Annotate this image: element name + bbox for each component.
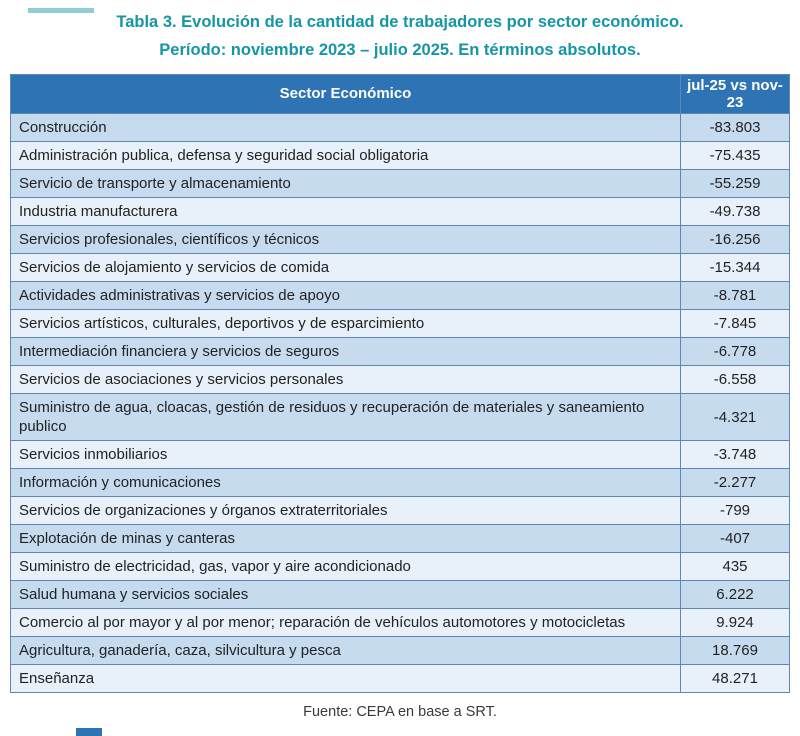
sector-cell: Servicios de asociaciones y servicios pe… <box>10 365 681 395</box>
value-cell: -4.321 <box>680 393 790 442</box>
value-cell: -6.558 <box>680 365 790 395</box>
sector-cell: Explotación de minas y canteras <box>10 524 681 554</box>
table-row: Intermediación financiera y servicios de… <box>10 337 790 367</box>
table-row: Servicio de transporte y almacenamiento … <box>10 169 790 199</box>
sector-cell: Administración publica, defensa y seguri… <box>10 141 681 171</box>
sector-cell: Servicios inmobiliarios <box>10 440 681 470</box>
sector-cell: Agricultura, ganadería, caza, silvicultu… <box>10 636 681 666</box>
title-line-2: Período: noviembre 2023 – julio 2025. En… <box>159 41 641 60</box>
sector-cell: Servicios profesionales, científicos y t… <box>10 225 681 255</box>
value-cell: 6.222 <box>680 580 790 610</box>
sector-cell: Suministro de agua, cloacas, gestión de … <box>10 393 681 442</box>
table-row: Enseñanza 48.271 <box>10 664 790 694</box>
table-row: Actividades administrativas y servicios … <box>10 281 790 311</box>
value-cell: -16.256 <box>680 225 790 255</box>
sector-cell: Industria manufacturera <box>10 197 681 227</box>
table-body: Construcción -83.803 Administración publ… <box>10 113 790 694</box>
workers-by-sector-table: Sector Económico jul-25 vs nov-23 Constr… <box>10 73 790 694</box>
table-row: Salud humana y servicios sociales 6.222 <box>10 580 790 610</box>
table-row: Agricultura, ganadería, caza, silvicultu… <box>10 636 790 666</box>
sector-cell: Servicio de transporte y almacenamiento <box>10 169 681 199</box>
value-cell: -55.259 <box>680 169 790 199</box>
sector-cell: Comercio al por mayor y al por menor; re… <box>10 608 681 638</box>
value-cell: -799 <box>680 496 790 526</box>
table-row: Industria manufacturera -49.738 <box>10 197 790 227</box>
table-header-row: Sector Económico jul-25 vs nov-23 <box>10 73 790 115</box>
value-cell: -49.738 <box>680 197 790 227</box>
table-row: Servicios profesionales, científicos y t… <box>10 225 790 255</box>
table-row: Comercio al por mayor y al por menor; re… <box>10 608 790 638</box>
source-note: Fuente: CEPA en base a SRT. <box>303 704 497 721</box>
value-cell: -83.803 <box>680 113 790 143</box>
title-line-1: Tabla 3. Evolución de la cantidad de tra… <box>116 13 684 31</box>
sector-cell: Suministro de electricidad, gas, vapor y… <box>10 552 681 582</box>
sector-cell: Servicios artísticos, culturales, deport… <box>10 309 681 339</box>
table-title: Tabla 3. Evolución de la cantidad de tra… <box>20 8 780 65</box>
value-cell: -75.435 <box>680 141 790 171</box>
table-row: Servicios inmobiliarios -3.748 <box>10 440 790 470</box>
page-bottom-artifact <box>76 728 102 736</box>
value-cell: 435 <box>680 552 790 582</box>
sector-cell: Información y comunicaciones <box>10 468 681 498</box>
sector-cell: Intermediación financiera y servicios de… <box>10 337 681 367</box>
table-row: Explotación de minas y canteras -407 <box>10 524 790 554</box>
sector-cell: Salud humana y servicios sociales <box>10 580 681 610</box>
value-cell: -7.845 <box>680 309 790 339</box>
report-page: Tabla 3. Evolución de la cantidad de tra… <box>0 8 800 736</box>
value-cell: 9.924 <box>680 608 790 638</box>
table-row: Suministro de agua, cloacas, gestión de … <box>10 393 790 442</box>
sector-cell: Servicios de organizaciones y órganos ex… <box>10 496 681 526</box>
sector-cell: Actividades administrativas y servicios … <box>10 281 681 311</box>
table-row: Construcción -83.803 <box>10 113 790 143</box>
sector-cell: Servicios de alojamiento y servicios de … <box>10 253 681 283</box>
header-cell-value: jul-25 vs nov-23 <box>680 73 790 115</box>
table-row: Servicios de alojamiento y servicios de … <box>10 253 790 283</box>
table-row: Servicios de asociaciones y servicios pe… <box>10 365 790 395</box>
value-cell: -6.778 <box>680 337 790 367</box>
value-cell: -3.748 <box>680 440 790 470</box>
value-cell: 18.769 <box>680 636 790 666</box>
header-cell-sector: Sector Económico <box>10 73 681 115</box>
table-row: Servicios artísticos, culturales, deport… <box>10 309 790 339</box>
value-cell: -8.781 <box>680 281 790 311</box>
value-cell: -407 <box>680 524 790 554</box>
value-cell: -15.344 <box>680 253 790 283</box>
sector-cell: Construcción <box>10 113 681 143</box>
value-cell: 48.271 <box>680 664 790 694</box>
table-row: Administración publica, defensa y seguri… <box>10 141 790 171</box>
table-row: Información y comunicaciones -2.277 <box>10 468 790 498</box>
table-row: Suministro de electricidad, gas, vapor y… <box>10 552 790 582</box>
sector-cell: Enseñanza <box>10 664 681 694</box>
page-edge-text-artifact <box>28 8 94 13</box>
value-cell: -2.277 <box>680 468 790 498</box>
table-row: Servicios de organizaciones y órganos ex… <box>10 496 790 526</box>
